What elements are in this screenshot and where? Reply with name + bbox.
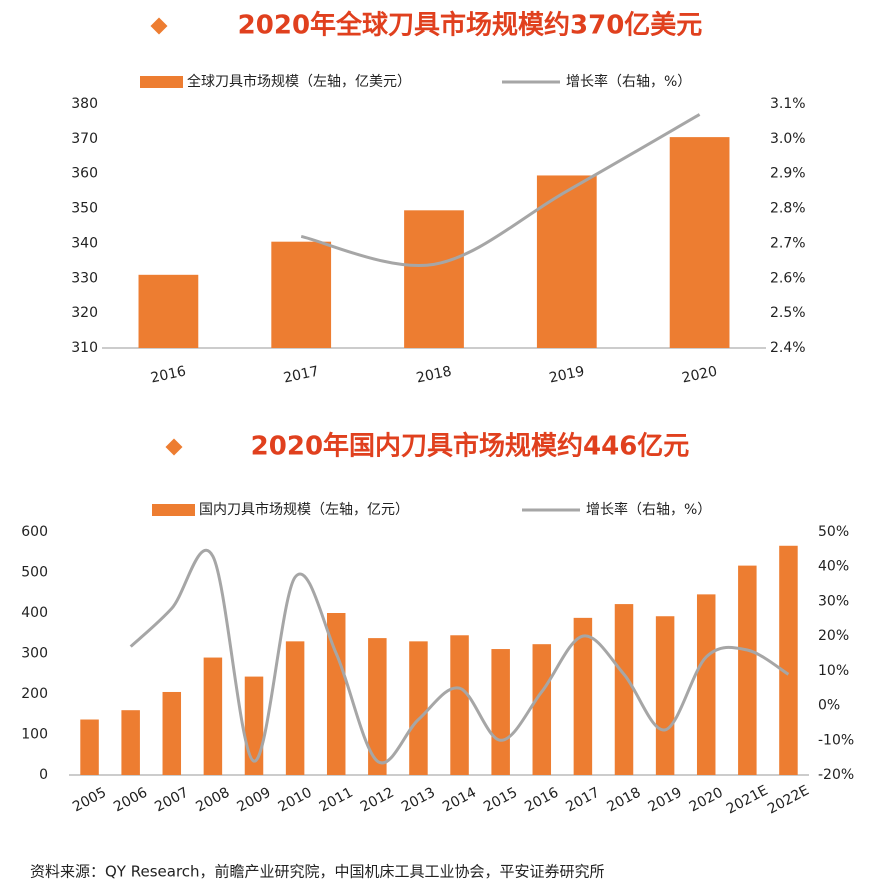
x-tick-label: 2009 (235, 785, 274, 816)
y2-tick-label: 0% (818, 698, 840, 714)
x-tick-label: 2005 (70, 785, 109, 816)
x-tick-label: 2011 (317, 785, 356, 816)
y2-tick-label: 50% (818, 524, 849, 540)
x-tick-label: 2020 (687, 785, 726, 816)
y-tick-label: 320 (71, 305, 98, 321)
bar (138, 274, 199, 348)
growth-line (129, 548, 790, 765)
legend-label: 全球刀具市场规模（左轴，亿美元） (187, 73, 411, 90)
y-tick-label: 350 (71, 201, 98, 217)
y-tick-label: 330 (71, 270, 98, 286)
x-tick-label: 2016 (149, 363, 187, 386)
bar (271, 241, 332, 348)
y2-tick-label: 2.6% (770, 270, 806, 286)
bar (121, 710, 140, 775)
legend-label: 增长率（右轴，%） (586, 501, 711, 518)
bar (368, 638, 387, 775)
y2-tick-label: 40% (818, 559, 849, 575)
bar (536, 175, 597, 348)
bar (326, 613, 346, 775)
x-tick-label: 2007 (152, 785, 191, 816)
bar (80, 719, 99, 775)
y2-tick-label: 2.9% (770, 166, 806, 182)
y-tick-label: 380 (71, 96, 98, 112)
bar (450, 635, 469, 775)
y-tick-label: 400 (21, 605, 48, 621)
y-tick-label: 200 (21, 686, 48, 702)
y-tick-label: 0 (39, 767, 48, 783)
x-tick-label: 2014 (440, 785, 479, 816)
bar (779, 545, 798, 775)
x-tick-label: 2019 (646, 785, 685, 816)
y-tick-label: 310 (71, 340, 98, 356)
bar (614, 604, 634, 775)
x-tick-label: 2018 (605, 785, 644, 816)
growth-line (300, 113, 701, 267)
x-tick-label: 2019 (548, 363, 586, 386)
y-tick-label: 300 (21, 646, 48, 662)
bar (203, 657, 223, 775)
source-note: 资料来源：QY Research，前瞻产业研究院，中国机床工具工业协会，平安证券… (30, 863, 605, 881)
y-tick-label: 500 (21, 565, 48, 581)
x-tick-label: 2015 (481, 785, 520, 816)
y2-tick-label: -20% (818, 767, 854, 783)
x-tick-label: 2010 (276, 785, 315, 816)
bar (655, 616, 675, 775)
bar (696, 594, 716, 775)
y2-tick-label: -10% (818, 732, 854, 748)
y-tick-label: 360 (71, 166, 98, 182)
y-tick-label: 340 (71, 235, 98, 251)
bar (532, 644, 552, 775)
x-tick-label: 2008 (193, 785, 232, 816)
bar (573, 617, 593, 775)
y2-tick-label: 2.7% (770, 235, 806, 251)
legend-swatch (152, 504, 195, 516)
bar (491, 649, 510, 775)
y2-tick-label: 2.4% (770, 340, 806, 356)
bar (669, 137, 730, 348)
title-bullet (165, 438, 183, 456)
y-tick-label: 600 (21, 524, 48, 540)
y2-tick-label: 10% (818, 663, 849, 679)
x-tick-label: 2006 (111, 785, 150, 816)
x-tick-label: 2021E (724, 782, 771, 817)
chart-title: 2020年全球刀具市场规模约370亿美元 (238, 10, 703, 41)
x-tick-label: 2016 (522, 785, 561, 816)
x-tick-label: 2022E (765, 782, 812, 817)
x-tick-label: 2012 (358, 785, 397, 816)
y2-tick-label: 3.0% (770, 131, 806, 147)
y2-tick-label: 30% (818, 593, 849, 609)
y-tick-label: 370 (71, 131, 98, 147)
y2-tick-label: 20% (818, 628, 849, 644)
bar (404, 210, 464, 348)
bar (409, 641, 428, 775)
bar (738, 565, 757, 775)
legend-swatch (140, 76, 183, 88)
x-tick-label: 2013 (399, 785, 438, 816)
chart-title: 2020年国内刀具市场规模约446亿元 (251, 431, 690, 462)
title-bullet (150, 17, 168, 35)
y2-tick-label: 2.8% (770, 201, 806, 217)
x-tick-label: 2017 (563, 785, 602, 816)
x-tick-label: 2020 (681, 363, 719, 386)
x-tick-label: 2018 (415, 363, 453, 386)
x-tick-label: 2017 (282, 363, 320, 386)
legend-label: 国内刀具市场规模（左轴，亿元） (199, 501, 409, 518)
y2-tick-label: 3.1% (770, 96, 806, 112)
y2-tick-label: 2.5% (770, 305, 806, 321)
bar (162, 691, 182, 775)
bar (285, 641, 305, 775)
y-tick-label: 100 (21, 727, 48, 743)
legend-label: 增长率（右轴，%） (566, 73, 691, 90)
